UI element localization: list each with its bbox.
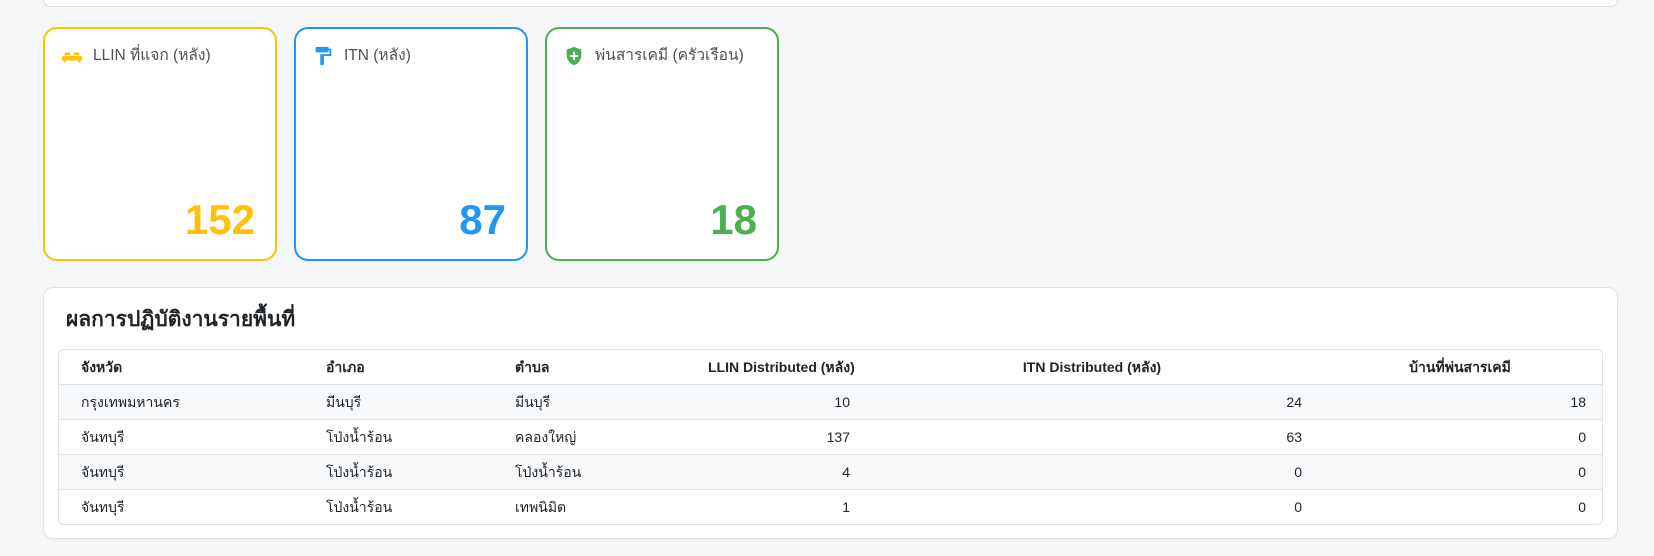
report-table: จังหวัด อำเภอ ตำบล LLIN Distributed (หลั… (59, 350, 1602, 525)
stat-card-bed: LLIN ที่แจก (หลัง) 152 (43, 27, 277, 261)
stat-card-header: พ่นสารเคมี (ครัวเรือน) (563, 45, 761, 67)
column-header-llin-distributed: LLIN Distributed (หลัง) (708, 358, 855, 375)
cell-llin-distributed: 137 (826, 429, 850, 445)
table-row: จันทบุรี โป่งน้ำร้อน โป่งน้ำร้อน 4 0 0 (59, 454, 1602, 490)
stat-card-shield-plus: พ่นสารเคมี (ครัวเรือน) 18 (545, 27, 779, 261)
cell-subdistrict: คลองใหญ่ (515, 429, 577, 445)
cell-houses-sprayed: 0 (1578, 429, 1586, 445)
cell-province: จันทบุรี (81, 429, 125, 445)
cell-houses-sprayed: 18 (1570, 394, 1586, 410)
cell-district: มีนบุรี (326, 394, 362, 410)
stat-card-value: 18 (710, 196, 757, 243)
stat-card-value: 152 (184, 196, 255, 243)
stat-card-label: LLIN ที่แจก (หลัง) (93, 46, 211, 64)
bed-icon (61, 45, 83, 67)
report-table-container: จังหวัด อำเภอ ตำบล LLIN Distributed (หลั… (58, 348, 1603, 525)
cell-subdistrict: มีนบุรี (515, 394, 551, 410)
cell-subdistrict: โป่งน้ำร้อน (515, 464, 582, 480)
table-row: กรุงเทพมหานคร มีนบุรี มีนบุรี 10 24 18 (59, 384, 1602, 420)
report-title: ผลการปฏิบัติงานรายพื้นที่ (66, 308, 296, 331)
cell-itn-distributed: 24 (1286, 394, 1302, 410)
cell-district: โป่งน้ำร้อน (326, 429, 393, 445)
cell-subdistrict: เทพนิมิต (515, 499, 567, 515)
column-header-subdistrict: ตำบล (515, 358, 550, 375)
cell-llin-distributed: 1 (842, 499, 850, 515)
cell-province: กรุงเทพมหานคร (81, 394, 180, 410)
cell-llin-distributed: 10 (834, 394, 850, 410)
cell-province: จันทบุรี (81, 464, 125, 480)
stat-card-header: ITN (หลัง) (312, 45, 510, 67)
cell-itn-distributed: 0 (1294, 464, 1302, 480)
table-row: จันทบุรี โป่งน้ำร้อน เทพนิมิต 1 0 0 (59, 489, 1602, 525)
table-row: จันทบุรี โป่งน้ำร้อน คลองใหญ่ 137 63 0 (59, 419, 1602, 455)
table-header-row: จังหวัด อำเภอ ตำบล LLIN Distributed (หลั… (59, 350, 1602, 385)
stat-card-header: LLIN ที่แจก (หลัง) (61, 45, 259, 67)
dashboard-page: LLIN ที่แจก (หลัง) 152 (43, 0, 1618, 539)
stat-card-value: 87 (459, 196, 506, 243)
stat-card-label: พ่นสารเคมี (ครัวเรือน) (595, 46, 744, 64)
column-header-houses-sprayed: บ้านที่พ่นสารเคมี (1409, 358, 1511, 375)
cell-province: จันทบุรี (81, 499, 125, 515)
column-header-itn-distributed: ITN Distributed (หลัง) (1022, 358, 1162, 375)
cell-itn-distributed: 63 (1286, 429, 1302, 445)
column-header-province: จังหวัด (81, 358, 123, 375)
area-report-panel: ผลการปฏิบัติงานรายพื้นที่ จังหวัด อำเภอ … (43, 287, 1618, 539)
stat-card-label: ITN (หลัง) (344, 46, 411, 64)
cell-houses-sprayed: 0 (1578, 464, 1586, 480)
top-panel-bottom-edge (43, 0, 1618, 7)
stat-cards-row: LLIN ที่แจก (หลัง) 152 (43, 27, 1618, 261)
cell-itn-distributed: 0 (1294, 499, 1302, 515)
cell-district: โป่งน้ำร้อน (326, 464, 393, 480)
cell-district: โป่งน้ำร้อน (326, 499, 393, 515)
report-table-body: กรุงเทพมหานคร มีนบุรี มีนบุรี 10 24 18 จ… (59, 384, 1602, 525)
cell-llin-distributed: 4 (842, 464, 850, 480)
paint-roller-icon (312, 45, 334, 67)
stat-card-paint-roller: ITN (หลัง) 87 (294, 27, 528, 261)
column-header-district: อำเภอ (326, 358, 365, 375)
cell-houses-sprayed: 0 (1578, 499, 1586, 515)
shield-plus-icon (563, 45, 585, 67)
